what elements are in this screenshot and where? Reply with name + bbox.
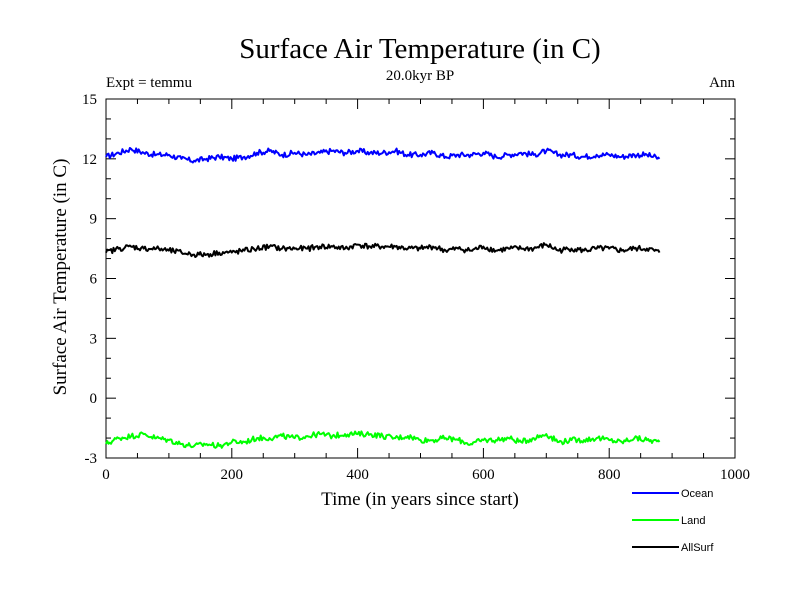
x-tick-label: 0 [102,467,110,483]
plot-frame [105,98,736,459]
x-tick-label: 400 [346,467,369,483]
y-tick-label: 0 [90,391,98,407]
y-tick-label: 12 [82,152,97,168]
series-line-land [105,430,661,449]
series-line-allsurf [105,242,661,258]
x-tick-label: 1000 [720,467,750,483]
x-tick-label: 800 [598,467,621,483]
legend-label-land: Land [681,515,705,527]
y-tick-label: -3 [85,451,98,467]
legend-label-allsurf: AllSurf [681,542,714,554]
experiment-label: Expt = temmu [106,75,192,91]
y-tick-label: 15 [82,92,97,108]
y-tick-label: 9 [90,212,98,228]
series-line-ocean [105,147,661,164]
chart-subtitle: 20.0kyr BP [386,68,454,84]
legend-label-ocean: Ocean [681,488,713,500]
y-tick-label: 6 [90,272,98,288]
x-tick-label: 600 [472,467,495,483]
season-label: Ann [709,75,735,91]
chart-title: Surface Air Temperature (in C) [239,33,600,65]
y-tick-label: 3 [90,331,98,347]
x-axis-label: Time (in years since start) [321,489,519,510]
y-axis-label: Surface Air Temperature (in C) [50,159,71,396]
x-tick-label: 200 [221,467,244,483]
